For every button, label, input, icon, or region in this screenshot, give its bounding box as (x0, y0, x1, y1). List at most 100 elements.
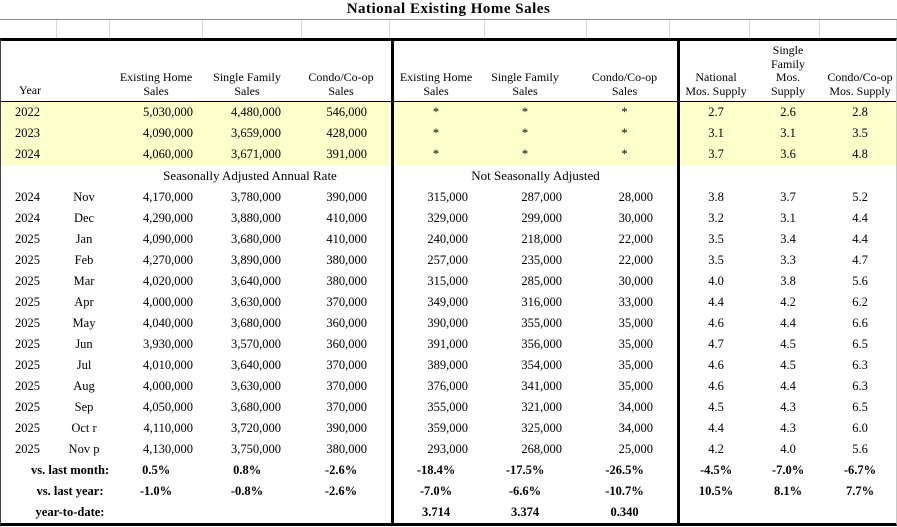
saar-value (203, 502, 291, 523)
month-cell: Jul (76, 358, 92, 372)
saar-value: 360,000 (326, 316, 367, 330)
supply-value: -4.5% (699, 463, 733, 477)
year-cell: 2025 (15, 442, 40, 456)
nsa-value: * (521, 105, 529, 119)
supply-value: 3.8 (708, 190, 724, 204)
saar-values: vs. last month: 0.5% 0.8% -2.6% (1, 460, 391, 481)
nsa-value: * (621, 147, 628, 161)
supply-value: 6.5 (852, 337, 868, 351)
supply-value: 4.0 (708, 274, 724, 288)
supply-value: 7.7% (845, 484, 875, 498)
nsa-label-section: Not Seasonally Adjusted (391, 165, 677, 187)
monthly-table-row: 2024 Nov 4,170,000 3,780,000 390,000 315,000 2… (1, 187, 896, 208)
saar-value: 390,000 (326, 190, 367, 204)
supply-value: 4.3 (780, 421, 796, 435)
saar-values: 2025 Jul 4,010,000 3,640,000 370,000 (1, 355, 391, 376)
year-cell: 2022 (15, 105, 40, 119)
nsa-value: -7.0% (419, 484, 453, 498)
saar-value: 3,640,000 (231, 358, 281, 372)
saar-value: 4,020,000 (143, 274, 193, 288)
supply-value (752, 502, 824, 523)
nsa-values: 3.714 3.374 0.340 (391, 502, 677, 523)
saar-value: 3,890,000 (231, 253, 281, 267)
supply-values: -4.5% -7.0% -6.7% (677, 460, 896, 481)
saar-values: 2025 Jan 4,090,000 3,680,000 410,000 (1, 229, 391, 250)
month-cell: May (72, 316, 96, 330)
month-cell: Jan (75, 232, 93, 246)
nsa-values: * * * (391, 144, 677, 165)
nsa-value: 293,000 (427, 442, 468, 456)
saar-value: 390,000 (326, 421, 367, 435)
year-cell: 2025 (15, 253, 40, 267)
supply-label-section (677, 165, 896, 187)
supply-value: 6.0 (852, 421, 868, 435)
supply-values: 2.7 2.6 2.8 (677, 102, 896, 123)
saar-value: 5,030,000 (143, 105, 193, 119)
saar-value: 3,659,000 (231, 126, 281, 140)
saar-values: 2024 4,060,000 3,671,000 391,000 (1, 144, 391, 165)
supply-value: 4.5 (708, 400, 724, 414)
supply-values: 3.8 3.7 5.2 (677, 187, 896, 208)
supply-value: 4.6 (708, 316, 724, 330)
nsa-value: 35,000 (618, 316, 653, 330)
year-cell: 2024 (15, 190, 40, 204)
supply-value: 5.6 (852, 274, 868, 288)
header-saar-section: Year Existing Home Sales Single Family S… (1, 41, 391, 101)
nsa-value: 299,000 (521, 211, 562, 225)
supply-values: 10.5% 8.1% 7.7% (677, 481, 896, 502)
saar-value: 3,640,000 (231, 274, 281, 288)
header-condo-coop-mos-supply: Condo/Co-op Mos. Supply (827, 70, 893, 98)
monthly-table-row: 2025 Oct r 4,110,000 3,720,000 390,000 359,00… (1, 418, 896, 439)
supply-value (824, 502, 896, 523)
nsa-value: * (432, 105, 440, 119)
supply-value: 6.3 (852, 358, 868, 372)
supply-value: 4.4 (708, 421, 724, 435)
nsa-values: 329,000 299,000 30,000 (391, 208, 677, 229)
saar-section-label: Seasonally Adjusted Annual Rate (163, 168, 337, 183)
month-cell (59, 102, 109, 123)
month-cell: Sep (74, 400, 94, 414)
nsa-value: 0.340 (610, 505, 639, 519)
nsa-value: 3.714 (421, 505, 451, 519)
year-cell: 2025 (15, 400, 40, 414)
month-cell: Oct r (71, 421, 97, 435)
saar-values: 2025 Jun 3,930,000 3,570,000 360,000 (1, 334, 391, 355)
header-supply-section: National Mos. Supply Single Family Mos. … (677, 41, 896, 101)
monthly-table-row: 2025 Jun 3,930,000 3,570,000 360,000 391,000 3… (1, 334, 896, 355)
year-cell: 2025 (15, 337, 40, 351)
saar-value: 4,050,000 (143, 400, 193, 414)
nsa-value: 341,000 (521, 379, 562, 393)
supply-values: 3.1 3.1 3.5 (677, 123, 896, 144)
saar-values: 2025 Aug 4,000,000 3,630,000 370,000 (1, 376, 391, 397)
grid-cell (302, 20, 390, 38)
spreadsheet-grid-row (0, 20, 897, 38)
saar-values: 2025 Mar 4,020,000 3,640,000 380,000 (1, 271, 391, 292)
supply-value: 3.8 (780, 274, 796, 288)
nsa-values: 389,000 354,000 35,000 (391, 355, 677, 376)
nsa-section-label: Not Seasonally Adjusted (471, 168, 600, 183)
monthly-table-row: 2025 Feb 4,270,000 3,890,000 380,000 257,000 2… (1, 250, 896, 271)
nsa-values: 257,000 235,000 22,000 (391, 250, 677, 271)
nsa-value: 35,000 (618, 358, 653, 372)
nsa-value: 34,000 (618, 400, 653, 414)
supply-value: 2.8 (852, 105, 868, 119)
saar-value: 3,750,000 (231, 442, 281, 456)
supply-values: 4.0 3.8 5.6 (677, 271, 896, 292)
saar-value: 3,780,000 (231, 190, 281, 204)
nsa-value: 30,000 (618, 274, 653, 288)
supply-value: 3.5 (852, 126, 868, 140)
header-national-mos-supply: National Mos. Supply (685, 70, 747, 98)
month-cell: Jun (75, 337, 93, 351)
saar-value: 3,630,000 (231, 379, 281, 393)
nsa-value: -18.4% (416, 463, 456, 477)
saar-values: 2025 Apr 4,000,000 3,630,000 370,000 (1, 292, 391, 313)
nsa-value: 35,000 (618, 379, 653, 393)
saar-value: 4,090,000 (143, 232, 193, 246)
saar-value: 4,090,000 (143, 126, 193, 140)
supply-values: 4.4 4.3 6.0 (677, 418, 896, 439)
table-header-row: Year Existing Home Sales Single Family S… (1, 41, 896, 102)
supply-value: 3.4 (780, 232, 796, 246)
supply-value: 3.1 (780, 211, 796, 225)
saar-value: 410,000 (326, 211, 367, 225)
saar-label-section: Seasonally Adjusted Annual Rate (1, 165, 391, 187)
